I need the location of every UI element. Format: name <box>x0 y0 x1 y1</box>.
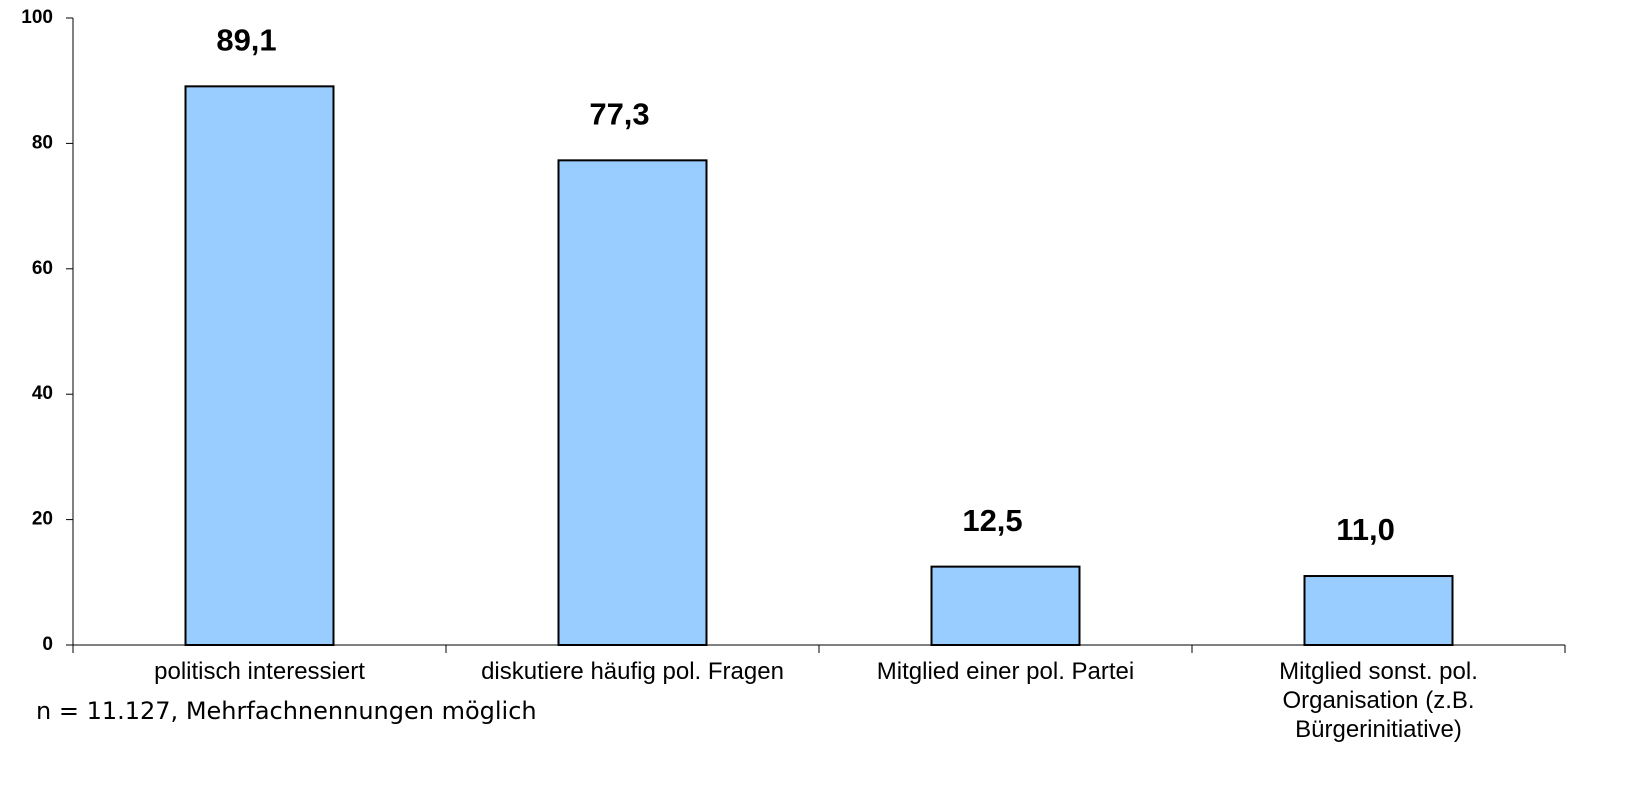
y-tick-label: 20 <box>32 509 53 530</box>
y-tick-label: 0 <box>42 634 53 655</box>
y-tick-label: 80 <box>32 132 53 153</box>
y-tick-label: 60 <box>32 258 53 279</box>
bar <box>184 85 335 646</box>
data-label: 77,3 <box>589 97 649 132</box>
data-label: 89,1 <box>216 23 276 58</box>
x-tick-label: Mitglied einer pol. Partei <box>876 658 1135 685</box>
bar <box>1303 575 1454 647</box>
x-tick-label: diskutiere häufig pol. Fragen <box>481 658 784 685</box>
bar <box>930 565 1081 646</box>
annotation: n = 11.127, Mehrfachnennungen möglich <box>36 697 537 725</box>
y-tick-label: 40 <box>32 383 53 404</box>
data-label: 11,0 <box>1336 512 1395 547</box>
bar <box>557 159 708 646</box>
y-tick-label: 100 <box>21 7 53 28</box>
x-tick-label: Mitglied sonst. pol. Organisation (z.B. … <box>1279 658 1478 743</box>
data-label: 12,5 <box>962 503 1022 538</box>
x-tick-label: politisch interessiert <box>154 658 365 685</box>
